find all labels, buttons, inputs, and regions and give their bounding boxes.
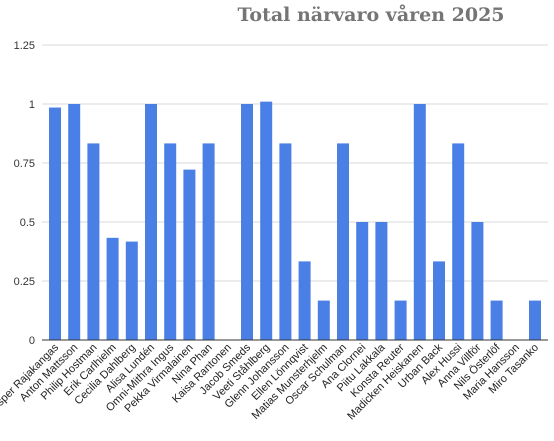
bar [452,143,465,340]
bar [529,300,541,340]
bar [241,104,253,340]
bar [164,143,177,340]
bar [433,261,445,340]
y-tick-label: 0 [29,335,35,347]
bar [298,261,311,340]
bar [260,101,273,340]
y-tick-label: 1 [29,99,35,111]
y-axis-ticks: 0 0.25 0.5 0.75 1 1.25 [14,40,35,347]
x-tick-label: Jesper Rajakangas [0,341,61,416]
y-tick-label: 0.25 [14,276,35,288]
bar [317,300,330,340]
bar [183,169,196,340]
bar [125,241,138,340]
bar [49,107,61,340]
y-tick-label: 0.5 [20,217,35,229]
bar [279,143,292,340]
bar [337,143,349,340]
bar [106,237,119,340]
bar [394,300,407,340]
bar [87,143,100,340]
bar [471,222,484,340]
bar [375,222,388,340]
bar [413,104,426,340]
bar [68,104,81,340]
bars [49,101,541,340]
bar [145,104,157,340]
bar [490,300,503,340]
y-tick-label: 0.75 [14,158,35,170]
bar [202,143,215,340]
chart-title: Total närvaro våren 2025 [237,3,504,26]
bar [356,222,369,340]
y-tick-label: 1.25 [14,40,35,52]
